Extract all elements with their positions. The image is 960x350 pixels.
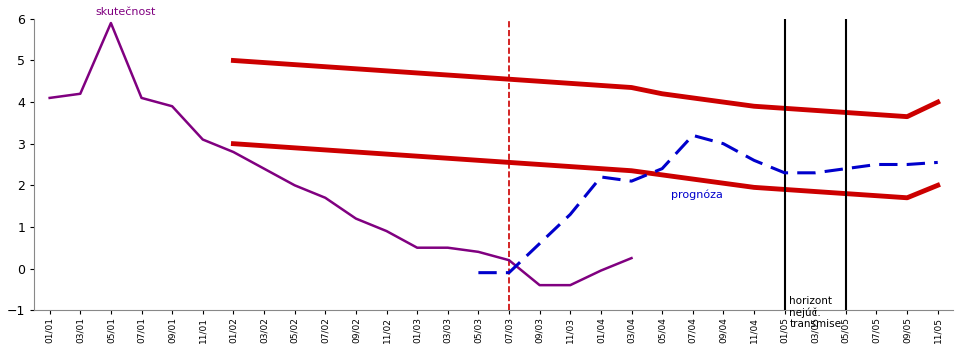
Text: horizont
nejúč.
transmise: horizont nejúč. transmise [789,295,841,329]
Text: prognóza: prognóza [671,189,723,200]
Text: skutečnost: skutečnost [96,7,156,17]
